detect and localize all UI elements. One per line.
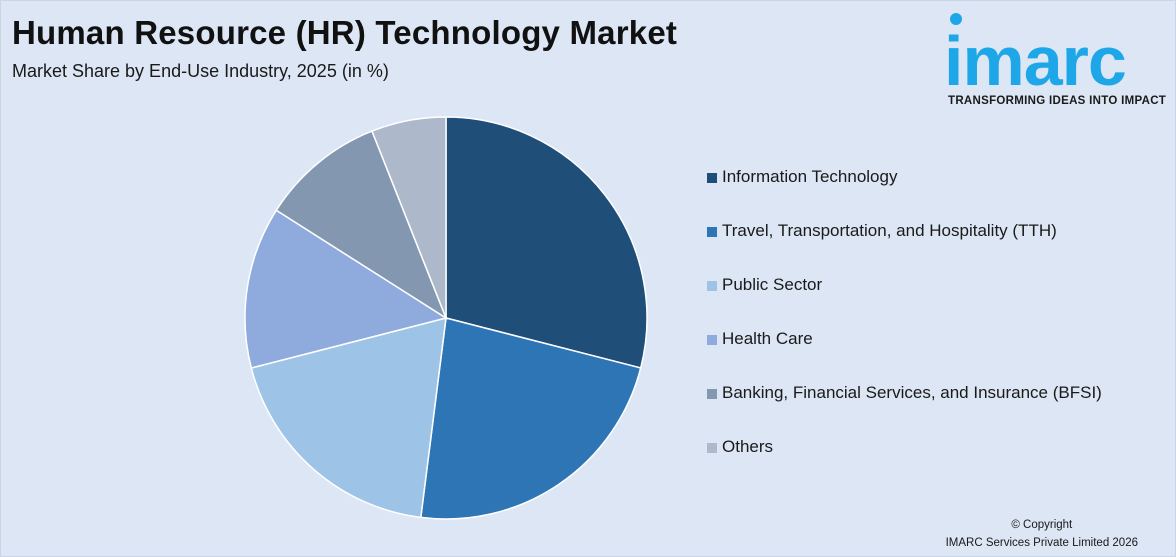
- legend-item: Health Care: [707, 329, 1102, 383]
- pie-slice-public-sector: [250, 316, 447, 519]
- legend-label: Banking, Financial Services, and Insuran…: [722, 383, 1102, 402]
- pie-slice-travel-transportation-and-hospitality-tth: [419, 317, 642, 520]
- copyright-line: © Copyright: [1011, 519, 1073, 531]
- copyright-notice: © Copyright IMARC Services Private Limit…: [946, 516, 1138, 552]
- legend-item: Others: [707, 437, 1102, 491]
- legend-swatch: [707, 389, 717, 399]
- legend-swatch: [707, 281, 717, 291]
- company-line: IMARC Services Private Limited 2026: [945, 537, 1138, 549]
- legend-item: Public Sector: [707, 275, 1102, 329]
- legend-label: Others: [722, 437, 774, 456]
- chart-legend: Information Technology Travel, Transporta…: [707, 167, 1102, 491]
- chart-subtitle: Market Share by End-Use Industry, 2025 (…: [12, 61, 389, 81]
- pie-slice-others: [371, 116, 447, 319]
- pie-slice-health-care: [244, 209, 448, 369]
- imarc-logo: imarc TRANSFORMING IDEAS INTO IMPACT: [944, 12, 1170, 110]
- legend-label: Travel, Transportation, and Hospitality …: [722, 221, 1057, 240]
- legend-swatch: [707, 335, 717, 345]
- pie-chart: [240, 112, 652, 524]
- legend-swatch: [707, 227, 717, 237]
- pie-svg: [244, 116, 648, 520]
- logo-dot-icon: [950, 13, 962, 25]
- legend-swatch: [707, 173, 717, 183]
- logo-wordmark: imarc: [944, 22, 1127, 100]
- legend-item: Travel, Transportation, and Hospitality …: [707, 221, 1102, 275]
- logo-tagline: TRANSFORMING IDEAS INTO IMPACT: [948, 95, 1167, 107]
- legend-swatch: [707, 443, 717, 453]
- legend-label: Information Technology: [722, 167, 898, 186]
- legend-label: Public Sector: [722, 275, 823, 294]
- pie-slice-banking-financial-services-and-insurance-bfsi: [275, 130, 448, 320]
- pie-slice-information-technology: [445, 116, 648, 369]
- legend-item: Information Technology: [707, 167, 1102, 221]
- legend-label: Health Care: [722, 329, 813, 348]
- chart-title: Human Resource (HR) Technology Market: [12, 14, 678, 51]
- legend-item: Banking, Financial Services, and Insuran…: [707, 383, 1102, 437]
